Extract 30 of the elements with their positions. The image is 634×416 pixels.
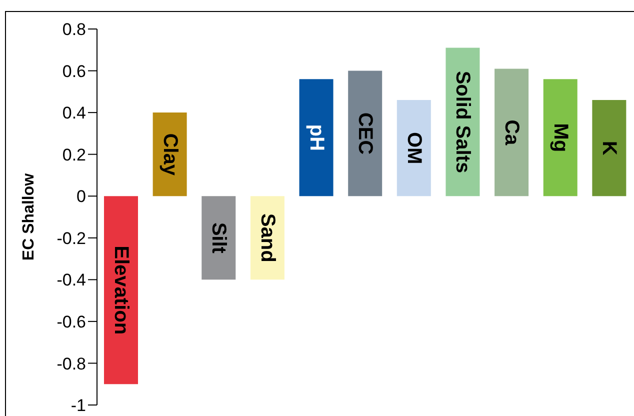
- bar: [348, 70, 382, 196]
- x-tick-label: Solid Salts: [452, 70, 474, 174]
- x-tick-label: Elevation: [110, 246, 132, 335]
- x-tick-label: K: [598, 140, 620, 156]
- y-tick-label: 0.8: [62, 20, 86, 40]
- bar: [543, 79, 578, 196]
- y-axis-title: EC Shallow: [20, 172, 38, 261]
- bar: [202, 196, 236, 280]
- y-tick-label: -1: [70, 396, 86, 416]
- bar: [299, 79, 334, 196]
- x-tick-label: Clay: [158, 133, 181, 176]
- bar: [396, 100, 431, 196]
- x-tick-label: pH: [305, 124, 328, 151]
- bar: [494, 68, 529, 196]
- x-tick-label: Ca: [500, 120, 523, 146]
- x-tick-label: CEC: [354, 112, 376, 155]
- x-tick-label: OM: [402, 132, 425, 164]
- bar: [592, 100, 626, 196]
- y-tick-label: -0.4: [56, 270, 86, 290]
- x-tick-label: Silt: [208, 222, 230, 254]
- x-tick-label: Mg: [549, 123, 572, 152]
- y-tick-label: 0.2: [62, 145, 86, 164]
- y-tick-label: -0.6: [56, 312, 86, 332]
- y-tick-label: -0.2: [56, 228, 86, 248]
- x-tick-label: Sand: [256, 213, 278, 262]
- y-tick-label: 0: [76, 187, 86, 206]
- y-tick-label: 0.4: [62, 104, 86, 123]
- y-tick-label: -0.8: [56, 354, 86, 374]
- y-tick-label: 0.6: [62, 62, 86, 81]
- bar: [104, 196, 138, 384]
